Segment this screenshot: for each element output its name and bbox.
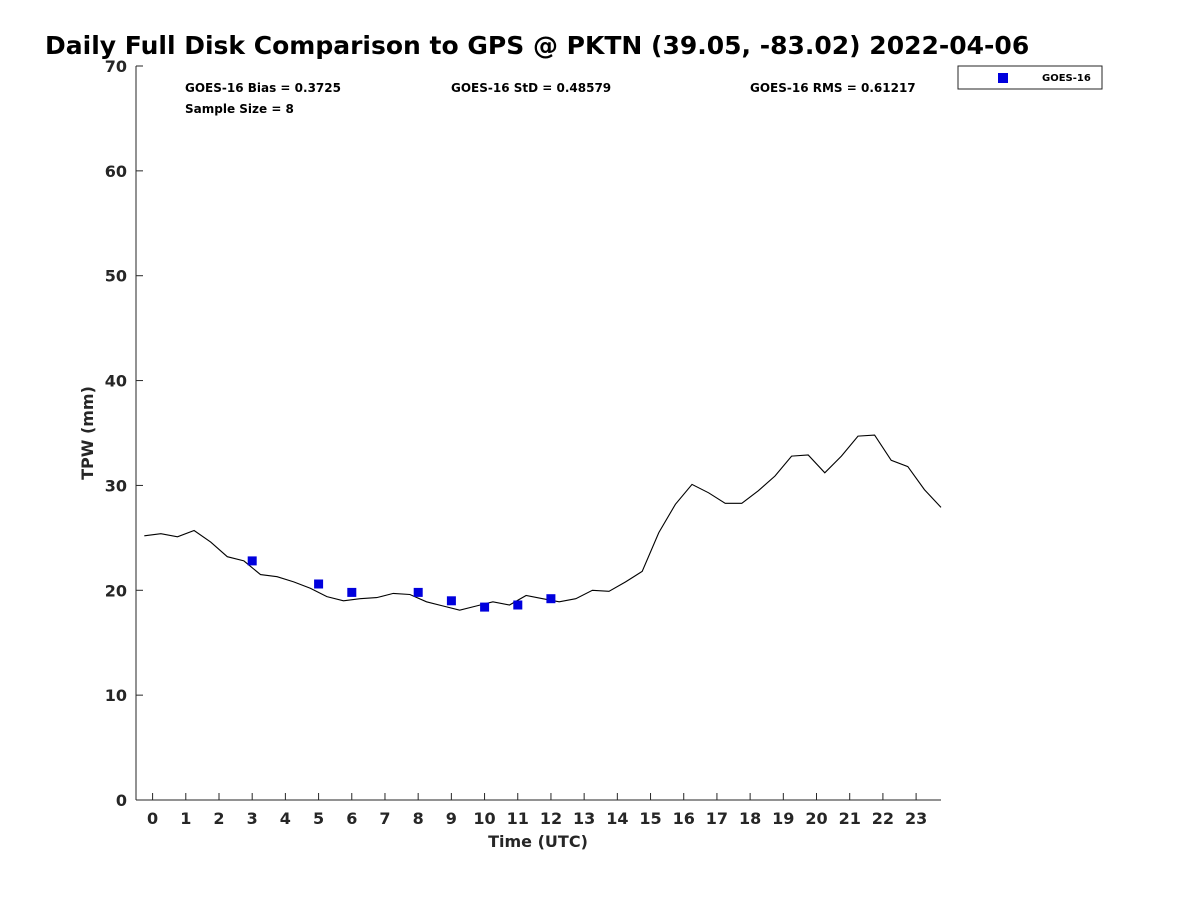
y-axis-ticks: 0 10 20 30 40 50 60 70 — [105, 57, 143, 810]
x-tick-label: 21 — [839, 809, 861, 828]
y-tick-label: 60 — [105, 162, 127, 181]
y-tick-label: 50 — [105, 267, 127, 286]
goes16-point — [347, 587, 357, 597]
x-tick-label: 15 — [639, 809, 661, 828]
y-tick-label: 40 — [105, 372, 127, 391]
goes16-point — [247, 556, 257, 566]
goes16-points — [247, 556, 556, 612]
x-tick-label: 0 — [147, 809, 158, 828]
x-axis-ticks: 0 1 2 3 4 5 6 7 8 9 10 11 12 13 14 15 16 17 18 19 20 21 22 23 — [147, 793, 927, 828]
rms-stat: GOES-16 RMS = 0.61217 — [750, 81, 916, 95]
chart-title: Daily Full Disk Comparison to GPS @ PKTN… — [45, 31, 1029, 60]
x-axis-label: Time (UTC) — [488, 832, 588, 851]
goes16-point — [546, 594, 556, 604]
x-tick-label: 20 — [805, 809, 827, 828]
x-tick-label: 22 — [872, 809, 894, 828]
bias-stat: GOES-16 Bias = 0.3725 — [185, 81, 341, 95]
x-tick-label: 4 — [280, 809, 291, 828]
x-tick-label: 6 — [346, 809, 357, 828]
legend: GOES-16 — [957, 65, 1103, 90]
y-axis-label: TPW (mm) — [78, 386, 97, 480]
y-tick-label: 20 — [105, 581, 127, 600]
x-tick-label: 1 — [180, 809, 191, 828]
x-tick-label: 17 — [706, 809, 728, 828]
y-tick-label: 30 — [105, 476, 127, 495]
goes16-point — [314, 579, 324, 589]
x-tick-label: 11 — [507, 809, 529, 828]
x-tick-label: 7 — [379, 809, 390, 828]
goes16-point — [413, 587, 423, 597]
x-tick-label: 18 — [739, 809, 761, 828]
gps-tpw-line — [144, 434, 942, 611]
x-tick-label: 14 — [606, 809, 628, 828]
x-tick-label: 10 — [473, 809, 495, 828]
x-tick-label: 23 — [905, 809, 927, 828]
legend-label-goes16: GOES-16 — [1042, 73, 1091, 84]
stats-annotations: GOES-16 Bias = 0.3725 GOES-16 StD = 0.48… — [185, 81, 916, 116]
legend-box — [957, 65, 1103, 90]
x-tick-label: 9 — [446, 809, 457, 828]
x-tick-label: 5 — [313, 809, 324, 828]
y-tick-label: 70 — [105, 57, 127, 76]
goes16-point — [480, 602, 490, 612]
x-tick-label: 13 — [573, 809, 595, 828]
sample-size-stat: Sample Size = 8 — [185, 102, 294, 116]
goes16-point — [513, 600, 523, 610]
y-tick-label: 0 — [116, 791, 127, 810]
x-tick-label: 8 — [413, 809, 424, 828]
x-tick-label: 19 — [772, 809, 794, 828]
std-stat: GOES-16 StD = 0.48579 — [451, 81, 611, 95]
plot-frame — [135, 66, 941, 801]
goes16-point — [446, 596, 456, 606]
legend-marker-goes16 — [998, 73, 1008, 83]
x-tick-label: 2 — [213, 809, 224, 828]
x-tick-label: 3 — [247, 809, 258, 828]
y-tick-label: 10 — [105, 686, 127, 705]
x-tick-label: 12 — [540, 809, 562, 828]
x-tick-label: 16 — [673, 809, 695, 828]
